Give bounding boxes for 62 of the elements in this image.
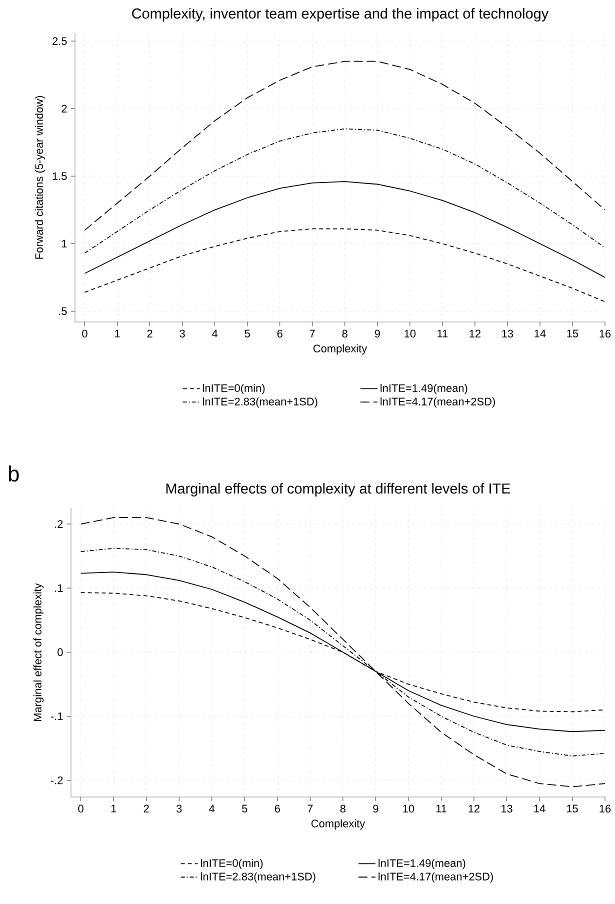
x-tick-label: 6 [277,330,282,338]
x-tick-label: 0 [82,330,88,338]
y-tick-label: -.1 [50,712,63,720]
x-tick-label: 7 [308,804,313,812]
x-tick-label: 15 [567,330,578,338]
x-tick-label: 4 [212,330,218,338]
y-tick-label: -.2 [50,776,63,784]
y-tick-label: 2.5 [52,37,67,45]
legend-label: lnITE=0(min) [201,858,263,870]
x-tick-label: 7 [310,330,315,338]
x-tick-label: 4 [209,804,215,812]
x-tick-label: 1 [115,330,120,338]
legend-label: lnITE=1.49(mean) [378,858,466,870]
x-axis-title: Complexity [311,819,366,830]
x-tick-label: 9 [374,330,380,338]
y-tick-label: 2 [62,104,67,112]
y-tick-label: .5 [59,307,67,316]
x-tick-label: 11 [438,330,448,338]
text: b [8,466,19,482]
x-tick-label: 0 [78,804,84,813]
x-tick-label: 10 [404,330,416,338]
y-axis-title: Forward citations (5-year window) [34,96,46,259]
x-tick-label: 16 [600,804,611,813]
x-tick-label: 1 [111,804,116,812]
x-tick-label: 2 [147,330,152,338]
x-tick-label: 11 [436,804,446,812]
legend-label: lnITE=2.83(mean+1SD) [201,872,316,883]
x-tick-label: 5 [244,330,250,338]
x-tick-label: 16 [600,330,611,338]
y-tick-label: .2 [55,520,63,528]
chart-title: Marginal effects of complexity at different levels of ITE [166,483,510,496]
x-tick-label: 14 [534,330,546,338]
y-axis-title: Marginal effect of complexity [33,583,44,721]
y-tick-label: 0 [58,648,63,656]
x-tick-label: 8 [340,804,346,813]
x-tick-label: 2 [144,804,149,812]
legend-label: lnITE=4.17(mean+2SD) [378,872,493,883]
x-tick-label: 12 [470,330,480,338]
x-tick-label: 5 [242,804,248,812]
legend-label: lnITE=0(min) [203,384,265,394]
x-tick-label: 12 [468,804,480,812]
x-tick-label: 14 [534,804,546,812]
x-tick-label: 9 [373,804,378,813]
line-series [84,228,606,302]
x-tick-label: 8 [342,330,348,338]
y-tick-label: .1 [55,584,63,592]
x-tick-label: 6 [274,804,280,813]
x-tick-label: 15 [566,804,578,812]
line-series [84,60,606,231]
x-tick-label: 13 [501,804,512,813]
x-tick-label: 3 [180,330,185,338]
chart-title: Complexity, inventor team expertise and the impact of technology [132,8,549,22]
x-tick-label: 3 [176,804,182,813]
y-tick-label: 1 [62,240,67,248]
y-tick-label: 1.5 [52,172,67,180]
x-tick-label: 10 [403,804,414,813]
legend-label: lnITE=4.17(mean+2SD) [380,397,495,408]
x-tick-label: 13 [502,330,514,338]
x-axis-title: Complexity [313,344,368,355]
line-series [84,128,606,254]
legend-label: lnITE=1.49(mean) [380,384,468,394]
legend-label: lnITE=2.83(mean+1SD) [203,397,318,408]
